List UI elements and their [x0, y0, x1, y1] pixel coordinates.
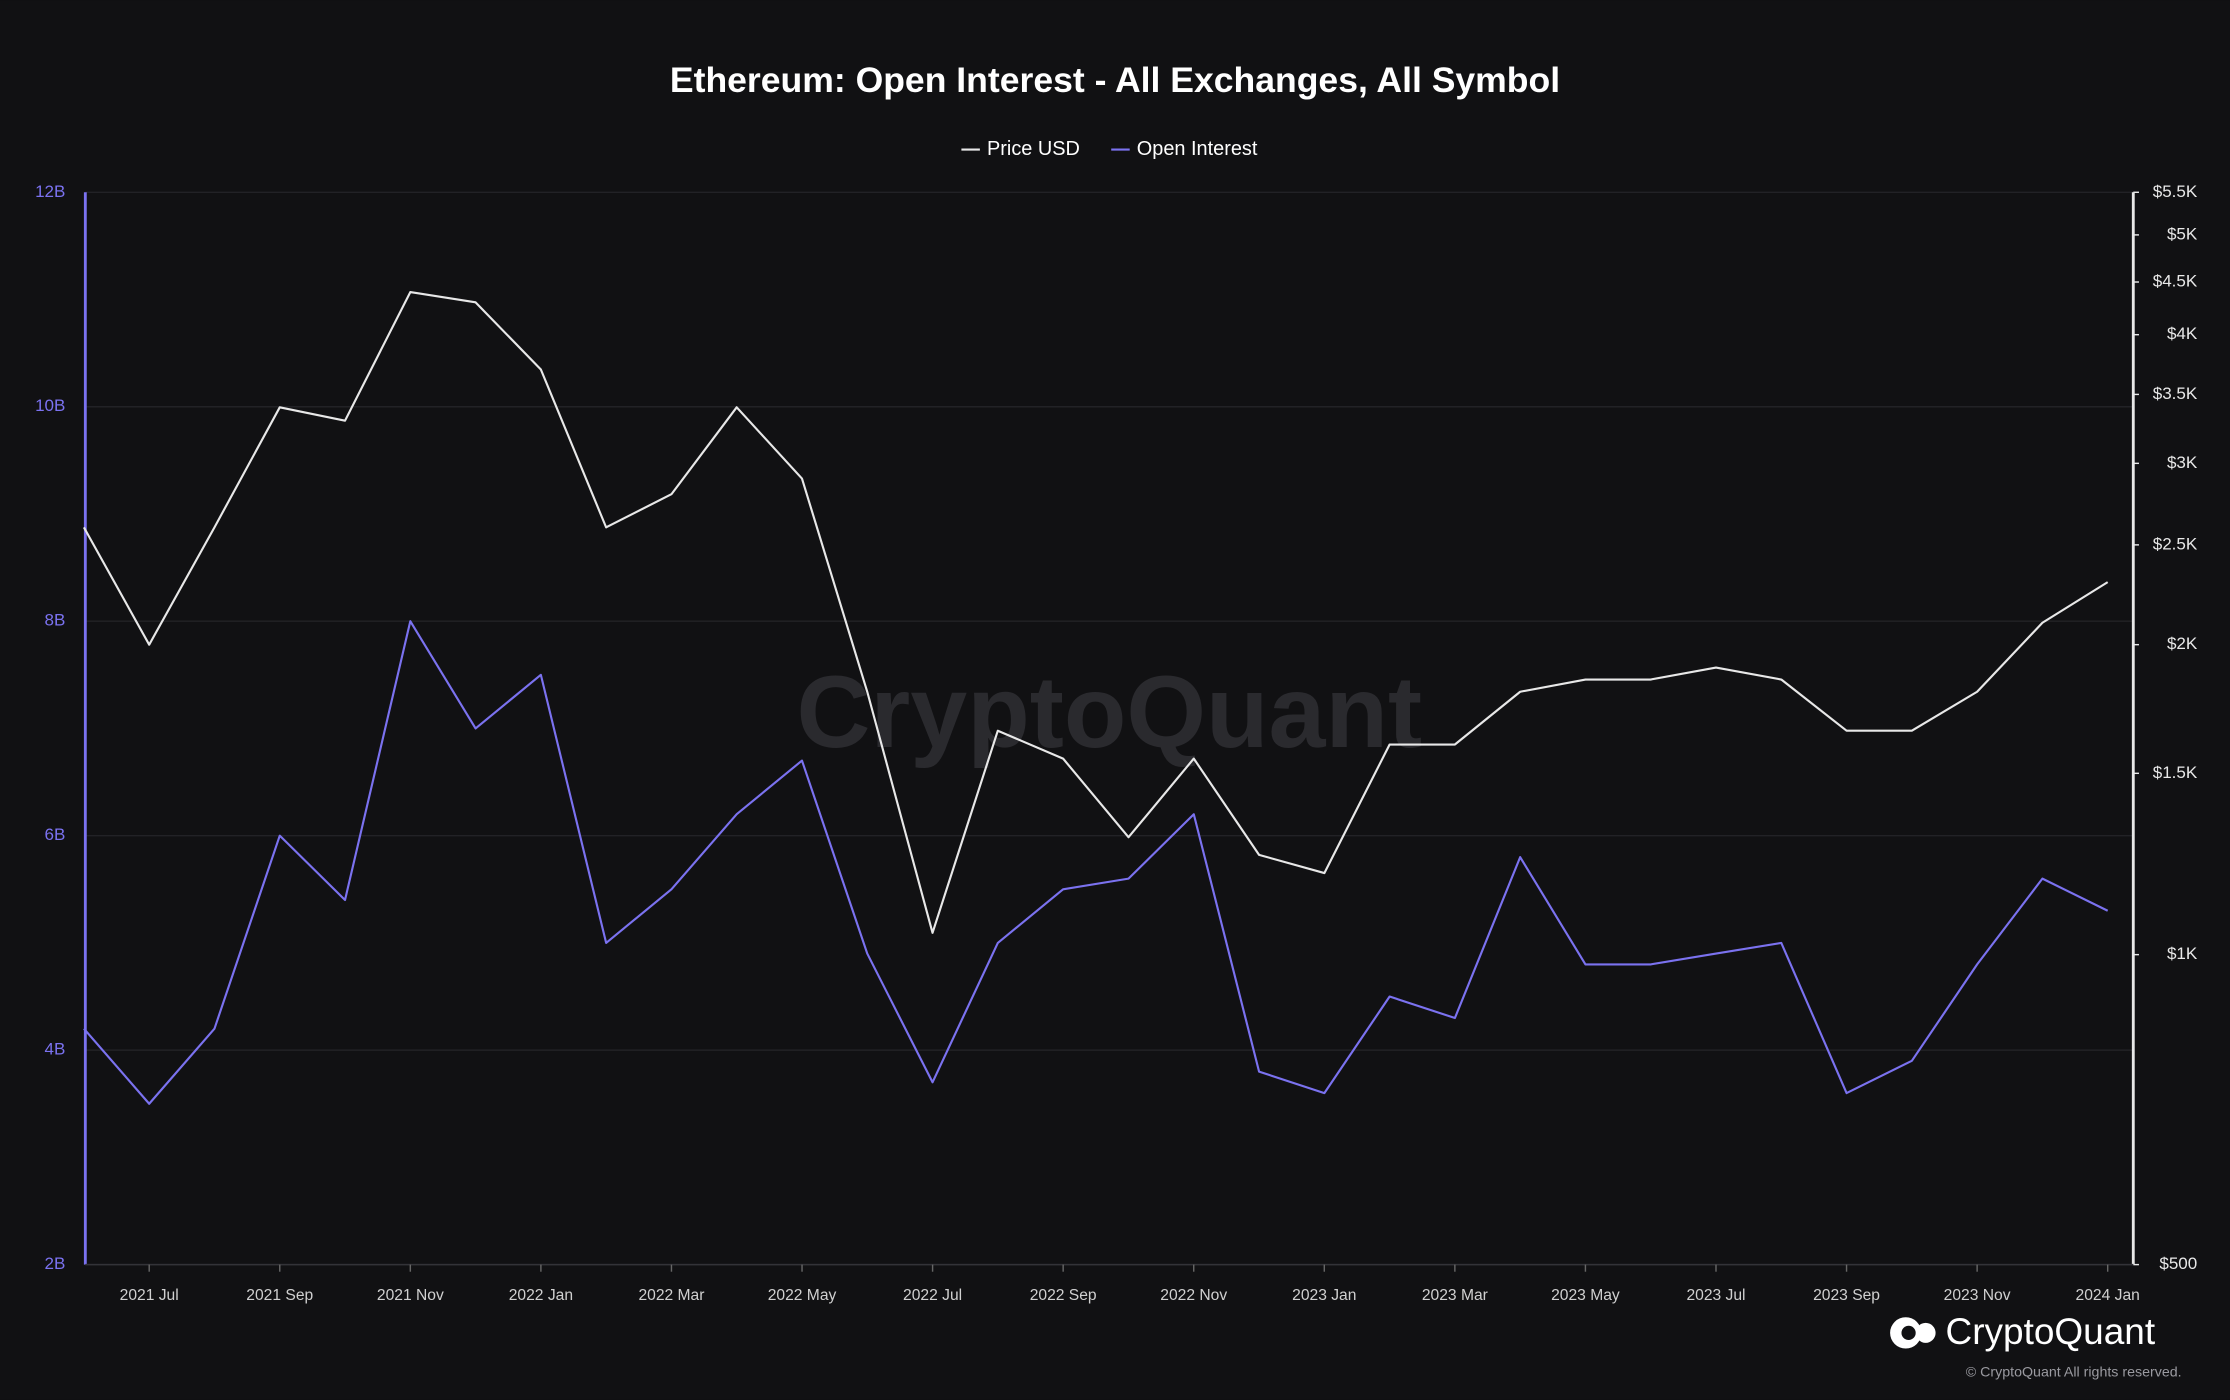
brand-logo [1890, 1317, 1936, 1349]
y-tick-label: 2B [45, 1254, 66, 1273]
y-tick-label: 6B [45, 825, 66, 844]
legend-label: Price USD [987, 138, 1080, 160]
y-tick-label: 12B [35, 182, 65, 201]
x-tick-label: 2022 May [768, 1287, 837, 1304]
copyright: © CryptoQuant All rights reserved. [1966, 1364, 2182, 1380]
y-tick-label: 4B [45, 1040, 66, 1059]
series-line [82, 291, 2109, 934]
y2-tick-label: $5K [2167, 224, 2198, 243]
x-tick-label: 2021 Jul [120, 1287, 179, 1304]
x-tick-label: 2022 Nov [1160, 1287, 1227, 1304]
brand-name: CryptoQuant [1946, 1311, 2156, 1352]
x-tick-label: 2021 Sep [246, 1287, 313, 1304]
logo-hole [1901, 1325, 1916, 1340]
y2-tick-label: $500 [2159, 1254, 2197, 1273]
chart-title: Ethereum: Open Interest - All Exchanges,… [670, 60, 1560, 100]
y2-tick-label: $3.5K [2153, 384, 2198, 403]
x-tick-label: 2023 Nov [1944, 1287, 2011, 1304]
x-tick-label: 2022 Sep [1030, 1287, 1097, 1304]
x-tick-label: 2023 Jan [1292, 1287, 1356, 1304]
y-tick-label: 10B [35, 396, 65, 415]
y2-tick-label: $1.5K [2153, 763, 2198, 782]
logo-circle [1915, 1322, 1936, 1343]
y-tick-label: 8B [45, 611, 66, 630]
legend-label: Open Interest [1137, 138, 1258, 160]
y2-tick-label: $2K [2167, 634, 2198, 653]
x-tick-label: 2021 Nov [377, 1287, 444, 1304]
y2-tick-label: $4.5K [2153, 272, 2198, 291]
series-line [83, 620, 2109, 1105]
x-tick-label: 2023 Jul [1686, 1287, 1745, 1304]
x-tick-label: 2023 Mar [1422, 1287, 1488, 1304]
x-tick-label: 2024 Jan [2076, 1287, 2140, 1304]
watermark: CryptoQuant [797, 654, 1423, 769]
x-tick-label: 2023 May [1551, 1287, 1620, 1304]
y2-tick-label: $1K [2167, 944, 2198, 963]
x-tick-label: 2022 Mar [638, 1287, 704, 1304]
x-tick-label: 2023 Sep [1813, 1287, 1880, 1304]
x-tick-label: 2022 Jan [509, 1287, 573, 1304]
x-tick-label: 2022 Jul [903, 1287, 962, 1304]
y2-tick-label: $5.5K [2153, 182, 2198, 201]
y2-tick-label: $4K [2167, 324, 2198, 343]
y2-tick-label: $2.5K [2153, 534, 2198, 553]
y2-tick-label: $3K [2167, 453, 2198, 472]
